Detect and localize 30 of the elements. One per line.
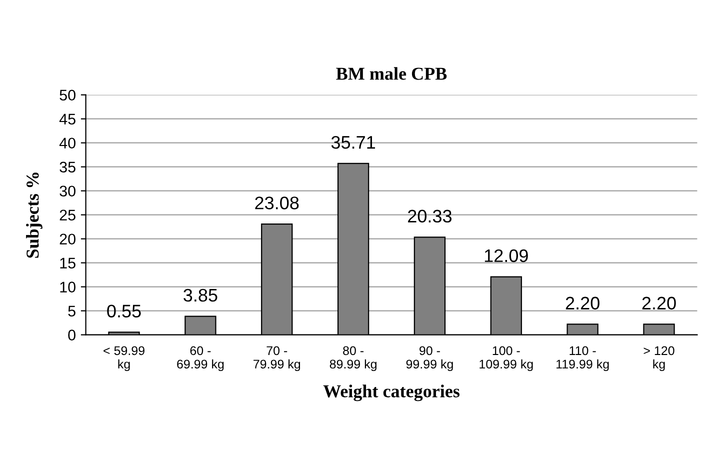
y-tick-label: 15 [60, 258, 76, 269]
data-label: 3.85 [184, 288, 218, 302]
y-tick-label: 50 [60, 90, 76, 101]
y-tick-label: 5 [68, 306, 76, 316]
x-tick-label: 90 - 99.99 kg [406, 346, 453, 372]
x-axis-title: Weight categories [323, 384, 460, 402]
y-tick-label: 25 [60, 210, 76, 221]
x-tick-label: 110 - 119.99 kg [556, 346, 609, 372]
y-tick-label: 0 [68, 330, 76, 340]
x-tick-label: > 120 kg [644, 346, 674, 372]
x-tick-label: 70 - 79.99 kg [254, 346, 300, 372]
x-tick-label: 80 - 89.99 kg [330, 346, 376, 372]
data-label: 2.20 [566, 296, 600, 310]
data-label: 0.55 [107, 304, 141, 318]
y-tick-label: 40 [59, 138, 76, 149]
x-tick-label: < 59.99 kg [104, 346, 144, 372]
y-tick-label: 10 [60, 282, 76, 292]
y-tick-label: 30 [60, 186, 76, 197]
x-tick-label: 100 - 109.99 kg [480, 346, 533, 372]
x-tick-label: 60 - 69.99 kg [177, 346, 224, 372]
y-axis-title: Subjects % [26, 172, 42, 258]
y-tick-label: 20 [60, 234, 76, 245]
y-tick-label: 45 [59, 114, 76, 125]
data-label: 23.08 [255, 196, 299, 210]
data-label: 2.20 [642, 296, 676, 310]
y-tick-label: 35 [60, 162, 76, 173]
data-label: 12.09 [484, 249, 528, 262]
chart-title: BM male CPB [336, 67, 447, 80]
data-label: 35.71 [331, 136, 376, 149]
data-label: 20.33 [408, 210, 452, 223]
